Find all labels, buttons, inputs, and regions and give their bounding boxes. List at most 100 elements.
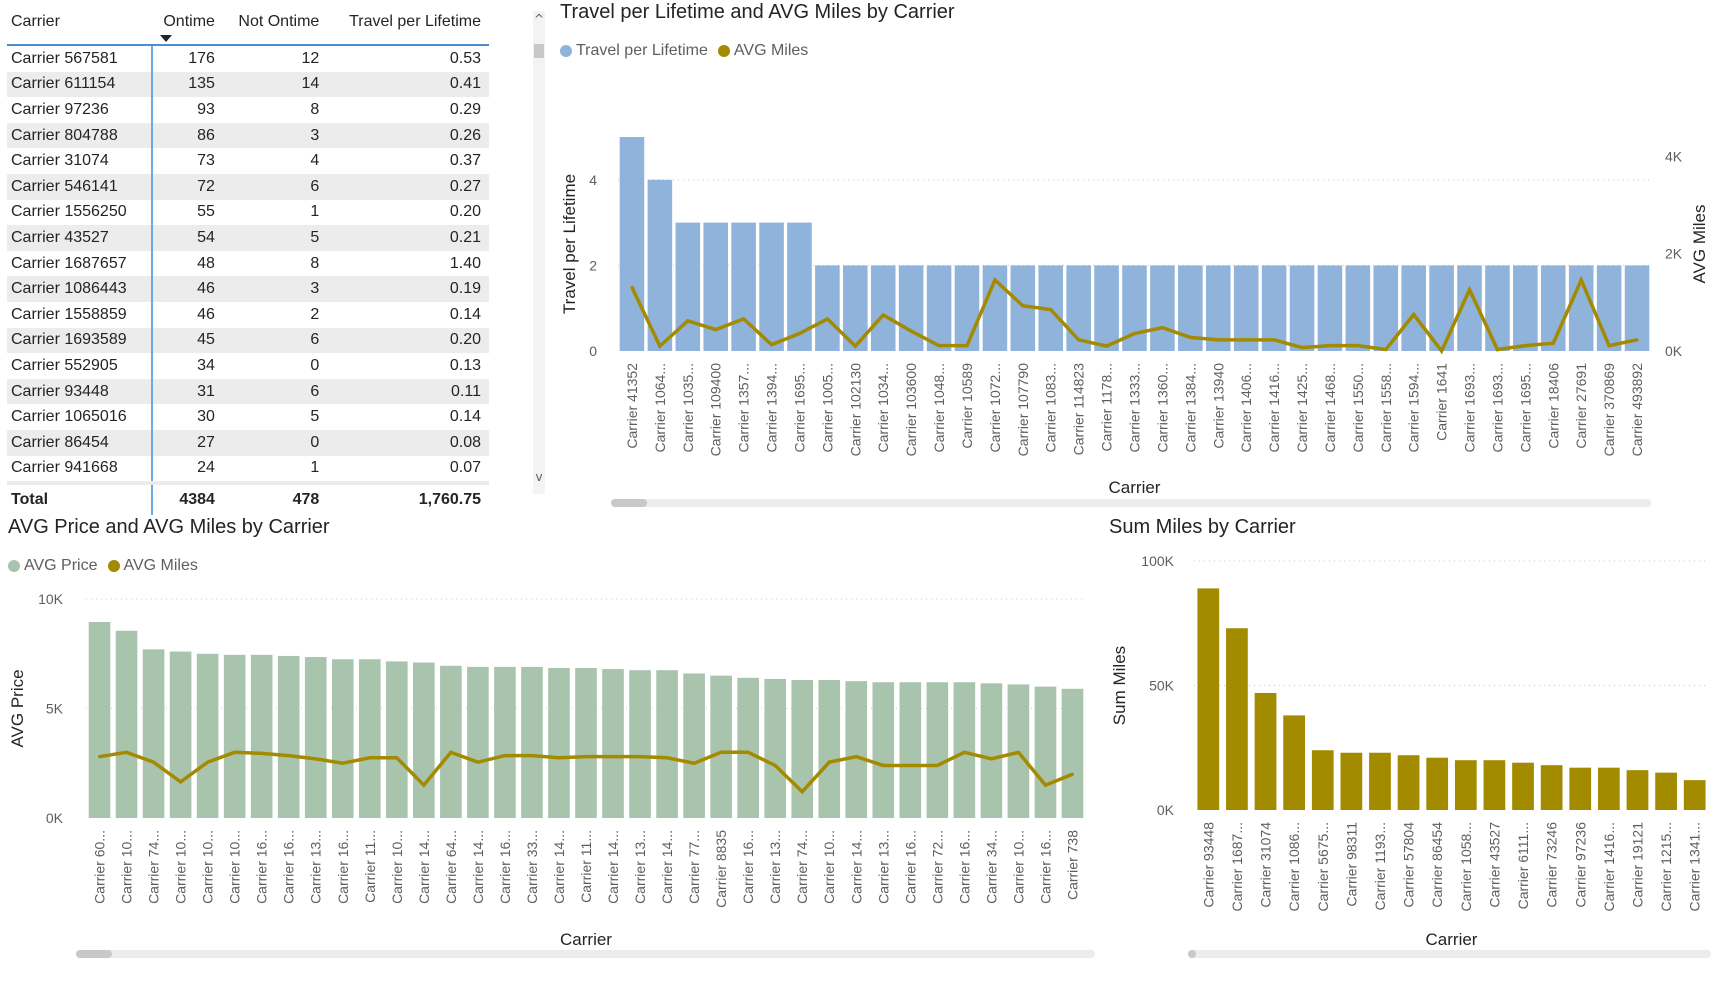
bar[interactable] bbox=[953, 682, 976, 818]
bar[interactable] bbox=[898, 265, 924, 351]
column-header-travel-per-lifetime[interactable]: Travel per Lifetime bbox=[327, 0, 489, 46]
bar[interactable] bbox=[629, 670, 651, 818]
bar[interactable] bbox=[759, 222, 784, 351]
bar[interactable] bbox=[1624, 265, 1650, 351]
bar[interactable] bbox=[467, 666, 489, 818]
bar[interactable] bbox=[1540, 765, 1563, 810]
bar[interactable] bbox=[731, 222, 756, 351]
bar[interactable] bbox=[304, 657, 327, 818]
table-row[interactable]: Carrier 1065016 30 5 0.14 bbox=[7, 404, 489, 430]
bar[interactable] bbox=[1483, 760, 1506, 810]
bar[interactable] bbox=[1317, 265, 1343, 351]
bar[interactable] bbox=[647, 179, 673, 351]
table-row[interactable]: Carrier 1693589 45 6 0.20 bbox=[7, 327, 489, 354]
table-row[interactable]: Carrier 1558859 46 2 0.14 bbox=[7, 301, 489, 328]
column-header-carrier[interactable]: Carrier bbox=[7, 0, 152, 46]
table-row[interactable]: Carrier 43527 54 5 0.21 bbox=[7, 225, 489, 251]
bar[interactable] bbox=[1397, 755, 1420, 810]
table-row[interactable]: Carrier 93448 31 6 0.11 bbox=[7, 378, 489, 405]
table-row[interactable]: Carrier 1687657 48 8 1.40 bbox=[7, 250, 489, 277]
bar[interactable] bbox=[250, 654, 273, 818]
bar[interactable] bbox=[1426, 757, 1449, 810]
bar[interactable] bbox=[1569, 767, 1592, 810]
horizontal-scrollbar[interactable] bbox=[1188, 950, 1711, 958]
table-row[interactable]: Carrier 611154 135 14 0.41 bbox=[7, 71, 489, 98]
bar[interactable] bbox=[845, 681, 868, 818]
bar[interactable] bbox=[548, 667, 570, 818]
bar[interactable] bbox=[1485, 265, 1510, 351]
horizontal-scrollbar-thumb[interactable] bbox=[1188, 950, 1196, 958]
bar[interactable] bbox=[1150, 265, 1175, 351]
legend-label-travel[interactable]: Travel per Lifetime bbox=[576, 42, 708, 59]
table-row[interactable]: Carrier 546141 72 6 0.27 bbox=[7, 173, 489, 200]
bar[interactable] bbox=[142, 649, 165, 818]
bar[interactable] bbox=[1540, 265, 1566, 351]
bar[interactable] bbox=[196, 653, 219, 818]
bar[interactable] bbox=[1454, 760, 1477, 810]
bar[interactable] bbox=[1655, 772, 1677, 810]
bar[interactable] bbox=[1066, 265, 1091, 351]
horizontal-scrollbar[interactable] bbox=[611, 499, 1651, 507]
bar[interactable] bbox=[277, 655, 300, 818]
bar[interactable] bbox=[386, 661, 408, 818]
bar[interactable] bbox=[954, 265, 980, 351]
table-scrollbar[interactable] bbox=[533, 11, 545, 494]
bar[interactable] bbox=[1626, 770, 1649, 810]
table-row[interactable]: Carrier 86454 27 0 0.08 bbox=[7, 429, 489, 456]
horizontal-scrollbar-thumb[interactable] bbox=[76, 950, 112, 958]
legend-label-miles[interactable]: AVG Miles bbox=[733, 42, 809, 59]
bar[interactable] bbox=[1254, 692, 1277, 810]
bar[interactable] bbox=[899, 682, 922, 818]
table-row[interactable]: Carrier 1086443 46 3 0.19 bbox=[7, 276, 489, 302]
bar[interactable] bbox=[1340, 752, 1363, 810]
horizontal-scrollbar-thumb[interactable] bbox=[611, 499, 647, 507]
bar[interactable] bbox=[521, 666, 543, 818]
sort-descending-icon[interactable] bbox=[159, 35, 172, 42]
bar[interactable] bbox=[1345, 265, 1371, 351]
table-row[interactable]: Carrier 1556250 55 1 0.20 bbox=[7, 199, 489, 226]
bar[interactable] bbox=[703, 222, 729, 351]
table-row[interactable]: Carrier 804788 86 3 0.26 bbox=[7, 122, 489, 149]
table-total-row[interactable]: Total 4384 478 1,760.75 bbox=[7, 481, 489, 516]
bar[interactable] bbox=[440, 665, 462, 818]
bar[interactable] bbox=[926, 682, 949, 818]
bar[interactable] bbox=[710, 675, 732, 818]
bar[interactable] bbox=[818, 680, 841, 818]
horizontal-scrollbar[interactable] bbox=[76, 950, 1095, 958]
bar[interactable] bbox=[1034, 686, 1057, 818]
bar[interactable] bbox=[358, 659, 381, 818]
bar[interactable] bbox=[980, 683, 1003, 818]
table-row[interactable]: Carrier 97236 93 8 0.29 bbox=[7, 97, 489, 123]
bar[interactable] bbox=[1369, 752, 1391, 810]
column-header-ontime[interactable]: Ontime bbox=[151, 0, 223, 46]
bar[interactable] bbox=[169, 651, 192, 818]
bar[interactable] bbox=[737, 677, 759, 818]
bar[interactable] bbox=[791, 680, 814, 818]
bar[interactable] bbox=[1596, 265, 1622, 351]
table-row[interactable]: Carrier 31074 73 4 0.37 bbox=[7, 148, 489, 174]
bar[interactable] bbox=[331, 659, 354, 818]
bar[interactable] bbox=[926, 265, 952, 351]
bar[interactable] bbox=[1205, 265, 1231, 351]
table-row[interactable]: Carrier 552905 34 0 0.13 bbox=[7, 353, 489, 379]
bar[interactable] bbox=[223, 654, 246, 818]
bar[interactable] bbox=[619, 137, 645, 351]
bar[interactable] bbox=[575, 667, 597, 818]
bar[interactable] bbox=[1226, 628, 1248, 810]
bar[interactable] bbox=[1683, 780, 1706, 810]
bar[interactable] bbox=[115, 630, 138, 818]
bar[interactable] bbox=[1512, 762, 1534, 810]
bar[interactable] bbox=[1289, 265, 1315, 351]
bar[interactable] bbox=[1311, 750, 1334, 810]
legend-label-price[interactable]: AVG Price bbox=[24, 557, 98, 574]
bar[interactable] bbox=[602, 669, 624, 818]
table-row[interactable]: Carrier 941668 24 1 0.07 bbox=[7, 455, 489, 484]
table-scrollbar-thumb[interactable] bbox=[534, 44, 544, 58]
bar[interactable] bbox=[815, 265, 840, 351]
bar[interactable] bbox=[1513, 265, 1538, 351]
bar[interactable] bbox=[870, 265, 896, 351]
bar[interactable] bbox=[1401, 265, 1426, 351]
bar[interactable] bbox=[1061, 688, 1084, 818]
table-row[interactable]: Carrier 567581 176 12 0.53 bbox=[7, 45, 489, 72]
legend-label-miles[interactable]: AVG Miles bbox=[123, 557, 198, 574]
